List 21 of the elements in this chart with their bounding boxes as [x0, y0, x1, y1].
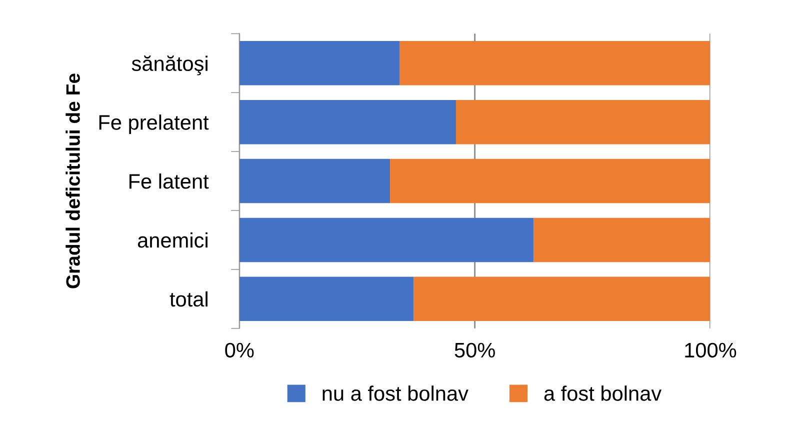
bar — [456, 100, 710, 144]
bar — [239, 41, 400, 86]
bar — [399, 41, 710, 86]
y-tick-label: total — [170, 291, 208, 307]
y-tick-label: Fe latent — [129, 173, 209, 189]
bar — [239, 158, 390, 204]
y-tick-label: anemici — [138, 232, 208, 248]
bar — [414, 276, 710, 322]
bar — [239, 100, 456, 144]
bar — [239, 276, 414, 322]
bar — [534, 218, 710, 262]
y-axis-title: Gradul deficitului de Fe — [66, 74, 80, 288]
y-tick-label: sănătoşi — [132, 55, 208, 76]
bar — [390, 158, 710, 204]
bar — [239, 218, 534, 262]
x-tick-label: 0% — [225, 342, 254, 358]
legend-label: nu a fost bolnav — [322, 386, 468, 401]
legend-label: a fost bolnav — [544, 386, 662, 401]
y-tick-label: Fe prelatent — [99, 114, 209, 134]
x-tick-label: 100% — [685, 342, 736, 358]
x-tick-label: 50% — [454, 342, 495, 358]
